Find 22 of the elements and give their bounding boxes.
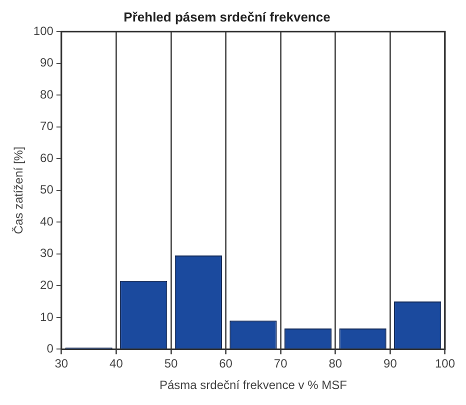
chart-title: Přehled pásem srdeční frekvence: [124, 9, 330, 24]
x-tick-label: 70: [274, 356, 288, 371]
y-tick-label: 40: [40, 214, 54, 228]
y-tick-label: 70: [40, 119, 54, 134]
x-tick-label: 40: [110, 356, 124, 371]
y-axis-title: Čas zatížení [%]: [12, 146, 26, 234]
y-tick-label: 90: [40, 56, 54, 70]
x-tick-label: 80: [328, 356, 342, 371]
y-tick-label: 50: [40, 182, 54, 197]
x-tick-label: 100: [434, 356, 456, 371]
x-tick-label: 60: [219, 356, 233, 371]
y-tick-label: 20: [40, 278, 54, 292]
y-tick-label: 100: [33, 24, 54, 38]
y-tick-label: 0: [46, 342, 54, 356]
x-tick-label: 90: [384, 356, 398, 371]
y-tick-label: 30: [40, 246, 54, 260]
y-tick-label: 60: [40, 150, 54, 165]
x-tick-label: 50: [164, 356, 178, 371]
x-axis-title: Pásma srdeční frekvence v % MSF: [160, 378, 347, 392]
x-tick-label: 30: [54, 356, 68, 371]
y-tick-label: 10: [40, 310, 54, 324]
y-tick-label: 80: [40, 87, 54, 102]
